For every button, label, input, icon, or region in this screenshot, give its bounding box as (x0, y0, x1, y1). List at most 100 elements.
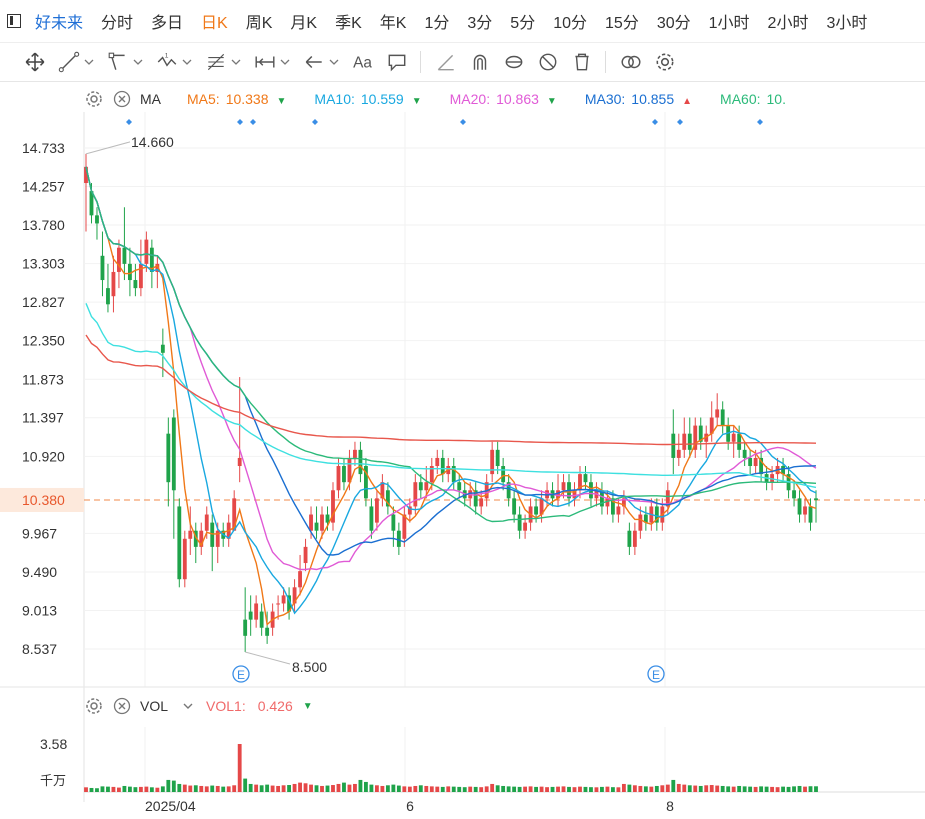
volume-bar (177, 783, 182, 792)
volume-bar (671, 779, 676, 792)
candle-body (682, 433, 687, 450)
event-dot-icon (126, 119, 132, 125)
ma-close-icon[interactable] (112, 89, 132, 109)
candle-body (643, 514, 648, 523)
tab-2[interactable]: 日K (201, 15, 228, 32)
event-dot-icon (312, 119, 318, 125)
volume-bar (84, 787, 88, 792)
tab-3[interactable]: 周K (245, 15, 273, 32)
tab-8[interactable]: 3分 (467, 15, 493, 32)
candle-body (117, 247, 121, 272)
candle-body (106, 288, 110, 305)
ma-item-1: MA10: 10.559 ▼ (314, 91, 421, 107)
volume-bar (100, 786, 105, 792)
candle-body (364, 466, 368, 499)
ma-settings-icon[interactable] (84, 89, 104, 109)
candle-body (155, 263, 160, 272)
text-icon[interactable]: Aa (352, 51, 374, 73)
volume-bar (621, 783, 626, 792)
tab-6[interactable]: 年K (379, 15, 407, 32)
volume-bar (138, 786, 143, 792)
volume-bar (704, 785, 709, 792)
svg-text:1: 1 (165, 53, 169, 60)
candle-body (556, 490, 560, 499)
volume-bar (243, 778, 248, 792)
volume-bar (583, 786, 588, 792)
tab-4[interactable]: 月K (290, 15, 318, 32)
toolbar-separator (605, 51, 606, 73)
event-dot-icon (652, 119, 658, 125)
candle-body (610, 498, 615, 515)
tab-9[interactable]: 5分 (510, 15, 536, 32)
candle-body (314, 522, 319, 531)
ma-item-name: MA30: (584, 91, 626, 107)
volume-bar (616, 787, 621, 792)
candle-body (748, 457, 753, 467)
tab-12[interactable]: 30分 (656, 15, 691, 32)
pen-icon[interactable] (435, 51, 457, 73)
compare-icon[interactable] (620, 51, 642, 73)
note-icon[interactable] (386, 51, 408, 73)
volume-bar (276, 785, 281, 792)
vol-close-icon[interactable] (112, 696, 132, 716)
candle-body (342, 466, 346, 483)
layers-icon[interactable] (503, 51, 525, 73)
vol-label[interactable]: VOL (140, 698, 169, 714)
current-price-label: 10.380 (22, 492, 65, 508)
tab-13[interactable]: 1小时 (708, 15, 750, 32)
candle-body (726, 425, 731, 442)
channel-icon[interactable] (107, 51, 144, 73)
volume-bar (660, 785, 665, 792)
volume-bar (204, 786, 209, 792)
tab-5[interactable]: 季K (335, 15, 362, 32)
tab-0[interactable]: 分时 (101, 15, 134, 32)
candle-body (424, 482, 429, 491)
candle-body (95, 215, 99, 224)
volume-bar (610, 787, 615, 792)
vol-settings-icon[interactable] (84, 696, 104, 716)
move-crosshair-icon[interactable] (24, 51, 46, 73)
line-icon[interactable] (58, 51, 95, 73)
candle-body (665, 490, 670, 507)
candle-body (720, 409, 725, 426)
tab-10[interactable]: 10分 (553, 15, 588, 32)
tab-1[interactable]: 多日 (151, 15, 184, 32)
eye-off-icon[interactable] (537, 51, 559, 73)
candle-body (111, 271, 116, 297)
ma-item-value: 10.855 (631, 91, 675, 107)
ma-label[interactable]: MA (140, 91, 161, 107)
arrow-icon[interactable] (303, 51, 340, 73)
fib-icon[interactable] (205, 51, 242, 73)
tab-14[interactable]: 2小时 (767, 15, 809, 32)
candle-body (737, 433, 742, 450)
measure-icon[interactable] (254, 51, 291, 73)
low-price-label: 8.500 (292, 659, 327, 675)
panel-toggle-icon[interactable] (7, 14, 21, 28)
tab-11[interactable]: 15分 (605, 15, 639, 32)
kline-chart[interactable]: 14.733 14.257 13.780 13.303 12.827 12.350 11.8… (0, 112, 925, 819)
volume-bar (709, 785, 714, 792)
candle-body (259, 611, 264, 628)
ma-values: MA5: 10.338 ▼ MA10: 10.559 ▼ MA20: 10.863 ▼ MA30:… (187, 91, 814, 107)
ma-item-name: MA20: (449, 91, 491, 107)
volume-bar (643, 786, 648, 792)
volume-bar (89, 787, 94, 792)
volume-bar (600, 786, 604, 792)
volume-bar (254, 784, 259, 792)
wave-icon[interactable]: 1 (156, 51, 193, 73)
event-dot-icon (460, 119, 466, 125)
stock-name-tab[interactable]: 好未来 (35, 15, 84, 32)
candle-body (638, 514, 643, 531)
tab-7[interactable]: 1分 (424, 15, 450, 32)
tab-15[interactable]: 3小时 (826, 15, 868, 32)
trash-icon[interactable] (571, 51, 593, 73)
vol-dropdown-icon[interactable] (182, 698, 194, 714)
volume-bar (506, 786, 511, 792)
candle-body (435, 457, 440, 467)
candle-body (122, 247, 127, 264)
event-dot-icon (237, 119, 243, 125)
svg-text:Aa: Aa (353, 55, 372, 72)
settings-icon[interactable] (654, 51, 676, 73)
magnet-icon[interactable] (469, 51, 491, 73)
volume-axis-unit: 千万 (40, 773, 66, 788)
